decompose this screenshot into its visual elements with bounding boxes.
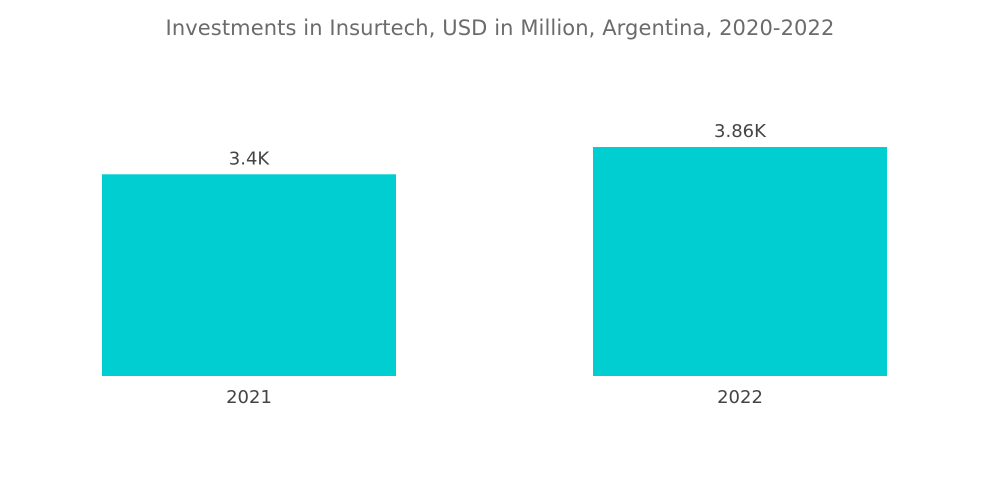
data-label-2021: 3.4K — [229, 148, 271, 169]
bar-2021 — [102, 174, 396, 376]
bar-2022 — [593, 147, 887, 376]
tick-labels-layer: 2021 2022 — [226, 387, 763, 408]
x-tick-label-2022: 2022 — [717, 387, 763, 408]
chart-title: Investments in Insurtech, USD in Million… — [165, 16, 835, 40]
data-label-2022: 3.86K — [714, 121, 767, 142]
bars-layer — [102, 147, 887, 376]
x-tick-label-2021: 2021 — [226, 387, 272, 408]
value-labels-layer: 3.4K 3.86K — [229, 121, 767, 169]
